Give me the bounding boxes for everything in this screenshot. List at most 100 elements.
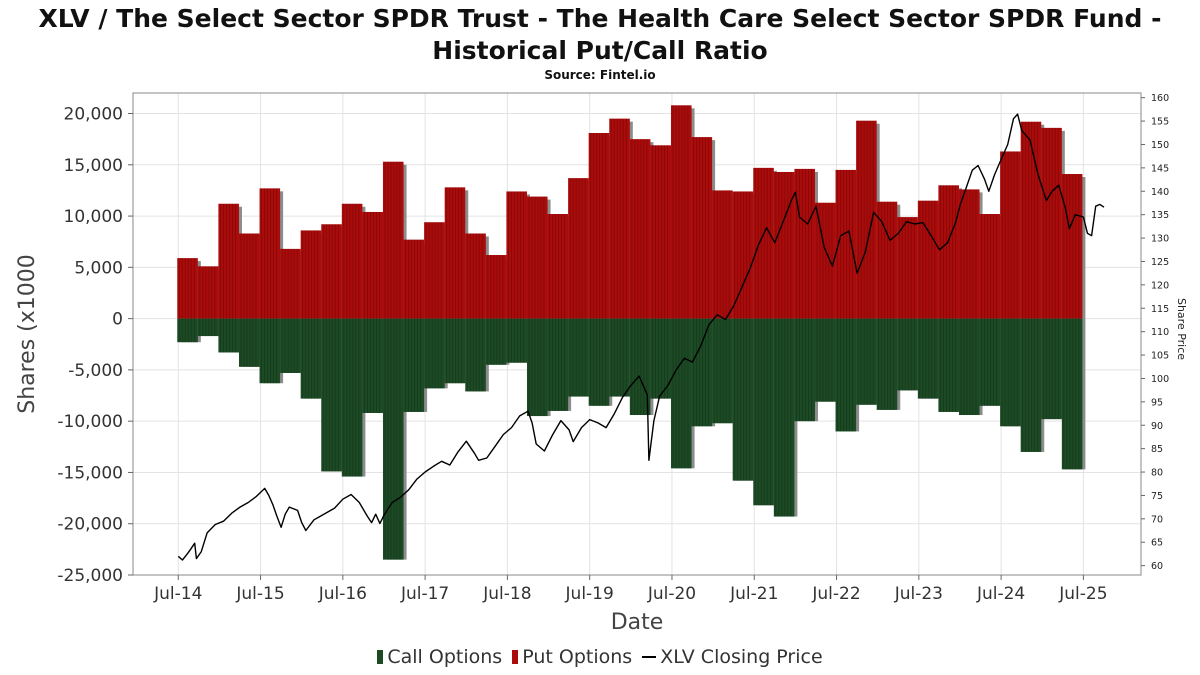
call-bar — [650, 318, 671, 399]
x-tick-label: Jul-19 — [565, 584, 614, 604]
put-bar — [1061, 174, 1083, 319]
call-bar — [403, 318, 425, 412]
y-tick-label: 10,000 — [64, 207, 123, 227]
put-bar — [1020, 121, 1042, 319]
y2-tick-label: 80 — [1151, 468, 1163, 479]
call-bar — [773, 318, 795, 517]
call-bar — [321, 318, 342, 472]
call-bar — [835, 318, 857, 432]
y2-tick-label: 140 — [1151, 187, 1169, 198]
call-bar — [177, 318, 198, 343]
call-bar — [526, 318, 548, 417]
call-bar — [1041, 318, 1062, 420]
x-tick-label: Jul-24 — [976, 584, 1025, 604]
y2-tick-label: 75 — [1151, 491, 1163, 502]
put-bar — [958, 189, 980, 319]
y-tick-label: -10,000 — [57, 412, 123, 432]
put-bar — [732, 191, 754, 319]
put-bar — [280, 248, 301, 319]
put-bar — [670, 105, 692, 319]
y2-tick-label: 70 — [1151, 514, 1163, 525]
legend-price-label: XLV Closing Price — [660, 646, 823, 668]
put-bar — [1000, 151, 1021, 319]
legend-put-options: Put Options — [512, 646, 632, 668]
y2-tick-label: 115 — [1151, 304, 1169, 315]
y2-tick-label: 105 — [1151, 351, 1169, 362]
y2-tick-label: 125 — [1151, 257, 1169, 268]
put-bar — [177, 258, 198, 319]
call-bar — [876, 318, 898, 410]
call-bar — [794, 318, 815, 422]
x-tick-label: Jul-20 — [647, 584, 696, 604]
call-bar — [465, 318, 486, 392]
call-bar — [917, 318, 939, 399]
x-tick-label: Jul-14 — [153, 584, 202, 604]
put-bar — [547, 214, 569, 319]
legend-call-options: Call Options — [377, 646, 502, 668]
put-bar — [259, 188, 281, 319]
put-bar — [876, 201, 898, 319]
put-bar — [835, 169, 857, 319]
put-bar — [753, 167, 774, 319]
y2-tick-label: 100 — [1151, 374, 1169, 385]
call-bar — [238, 318, 260, 367]
call-bar — [382, 318, 404, 560]
put-bar — [814, 202, 836, 319]
x-tick-label: Jul-17 — [400, 584, 449, 604]
call-bar — [485, 318, 507, 365]
put-bar — [444, 187, 466, 319]
y2-tick-label: 90 — [1151, 421, 1163, 432]
put-bar — [609, 118, 630, 319]
call-bar — [1020, 318, 1042, 452]
put-bar — [382, 161, 404, 319]
call-bar — [547, 318, 569, 411]
put-bar — [506, 191, 527, 319]
chart-legend: Call Options Put Options XLV Closing Pri… — [0, 646, 1200, 668]
y2-tick-label: 145 — [1151, 163, 1169, 174]
y-tick-label: -5,000 — [68, 361, 123, 381]
put-bar — [938, 185, 959, 319]
call-bar — [424, 318, 445, 389]
y2-tick-label: 130 — [1151, 234, 1169, 245]
call-bar — [506, 318, 527, 363]
chart-title-line-1: XLV / The Select Sector SPDR Trust - The… — [38, 4, 1162, 33]
call-bar — [341, 318, 363, 477]
call-bar — [1000, 318, 1021, 427]
put-bar — [465, 233, 486, 319]
y2-tick-label: 60 — [1151, 561, 1163, 572]
call-bar — [300, 318, 322, 399]
y2-tick-label: 65 — [1151, 538, 1163, 549]
call-bar — [280, 318, 301, 373]
call-bar — [979, 318, 1001, 406]
put-bar — [794, 168, 815, 319]
call-bar — [732, 318, 754, 481]
call-bar — [362, 318, 383, 413]
chart-source: Source: Fintel.io — [544, 68, 656, 82]
call-bar — [1061, 318, 1083, 470]
x-tick-label: Jul-23 — [894, 584, 943, 604]
put-bar — [218, 203, 239, 319]
x-tick-label: Jul-22 — [811, 584, 860, 604]
x-tick-label: Jul-25 — [1058, 584, 1107, 604]
put-bar — [650, 145, 671, 319]
call-bar — [218, 318, 239, 353]
put-bar — [485, 255, 507, 319]
y-tick-label: -20,000 — [57, 515, 123, 535]
call-bar — [197, 318, 219, 337]
put-bar — [197, 266, 219, 319]
y2-tick-label: 155 — [1151, 117, 1169, 128]
x-tick-label: Jul-15 — [235, 584, 284, 604]
y2-axis-title: Share Price — [1175, 298, 1188, 360]
y2-tick-label: 160 — [1151, 93, 1169, 104]
x-tick-label: Jul-21 — [729, 584, 778, 604]
y-tick-label: 5,000 — [74, 258, 123, 278]
x-tick-label: Jul-18 — [482, 584, 531, 604]
put-bar — [300, 230, 322, 319]
price-line — [177, 113, 1105, 561]
x-axis-title: Date — [611, 610, 664, 635]
put-bar — [691, 137, 713, 319]
chart-title-line-2: Historical Put/Call Ratio — [432, 36, 768, 65]
x-tick-label: Jul-16 — [318, 584, 367, 604]
call-bar — [670, 318, 692, 469]
put-bar — [526, 196, 548, 319]
